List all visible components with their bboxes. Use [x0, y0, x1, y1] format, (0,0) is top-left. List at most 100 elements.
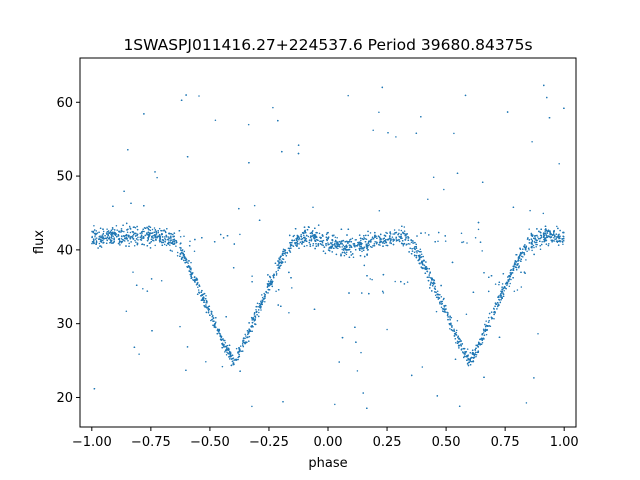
data-point: [121, 241, 124, 243]
data-point: [254, 315, 257, 318]
data-point: [485, 320, 487, 322]
data-point: [355, 239, 357, 241]
data-point: [393, 229, 396, 231]
data-point: [374, 236, 376, 239]
data-point: [525, 402, 528, 404]
data-point: [211, 313, 213, 316]
data-point: [106, 233, 108, 236]
data-point: [371, 236, 374, 238]
data-point: [340, 228, 343, 230]
data-point: [449, 323, 451, 326]
data-point: [242, 339, 245, 341]
data-point: [313, 308, 316, 310]
data-point: [123, 235, 125, 237]
data-point: [182, 254, 185, 256]
data-point: [389, 233, 392, 235]
data-point: [555, 238, 558, 240]
data-point: [523, 245, 525, 248]
data-point: [463, 347, 466, 350]
data-point: [498, 304, 500, 307]
data-point: [371, 246, 373, 249]
data-point: [414, 241, 416, 244]
data-point: [530, 238, 533, 240]
data-point: [520, 260, 522, 263]
data-point: [275, 273, 278, 275]
data-point: [179, 253, 182, 255]
data-point: [561, 237, 563, 240]
data-point: [428, 267, 430, 270]
data-point: [120, 231, 122, 233]
data-point: [375, 235, 377, 237]
data-point: [160, 233, 163, 236]
data-point: [251, 330, 253, 332]
data-point: [245, 335, 247, 337]
data-point: [442, 308, 444, 310]
data-point: [482, 328, 485, 331]
data-point: [376, 237, 378, 239]
data-point: [171, 241, 174, 244]
data-point: [291, 239, 294, 242]
data-point: [306, 234, 308, 237]
data-point: [181, 256, 183, 259]
data-point: [513, 290, 516, 292]
data-point: [547, 229, 550, 232]
data-point: [375, 242, 378, 245]
data-point: [477, 341, 480, 344]
data-point: [132, 238, 135, 240]
data-point: [487, 290, 490, 293]
data-point: [347, 248, 350, 251]
data-point: [187, 260, 190, 262]
data-point: [348, 240, 351, 243]
data-point: [102, 228, 104, 230]
data-point: [241, 342, 244, 345]
data-point: [515, 260, 517, 263]
data-point: [122, 224, 124, 227]
data-point: [316, 231, 318, 234]
data-point: [386, 328, 388, 331]
data-point: [95, 233, 98, 235]
data-point: [126, 231, 129, 233]
data-point: [214, 119, 217, 122]
data-point: [322, 250, 325, 252]
data-point: [220, 336, 223, 339]
data-point: [415, 250, 418, 252]
data-point: [282, 258, 285, 260]
data-point: [128, 245, 130, 247]
data-point: [221, 346, 223, 349]
data-point: [113, 237, 115, 239]
data-point: [367, 248, 369, 251]
data-point: [148, 225, 150, 228]
data-point: [109, 231, 112, 233]
data-point: [322, 235, 324, 237]
data-point: [341, 243, 343, 245]
data-point: [410, 252, 413, 255]
data-point: [164, 240, 166, 243]
data-point: [337, 242, 339, 245]
data-point: [288, 271, 290, 274]
data-point: [545, 234, 547, 236]
data-point: [415, 245, 417, 248]
data-point: [221, 342, 223, 345]
data-point: [360, 351, 362, 354]
data-point: [205, 295, 207, 297]
data-point: [319, 240, 322, 242]
data-point: [136, 233, 139, 235]
data-point: [457, 335, 459, 337]
data-point: [216, 332, 219, 335]
data-point: [499, 301, 502, 304]
data-point: [166, 242, 169, 245]
data-point: [285, 255, 288, 257]
data-point: [470, 356, 473, 359]
data-point: [444, 311, 446, 313]
data-point: [182, 252, 184, 255]
y-tick-label: 50: [56, 170, 73, 185]
data-point: [498, 281, 501, 283]
data-point: [507, 280, 510, 282]
data-point: [283, 252, 285, 254]
data-point: [172, 238, 174, 241]
data-point: [477, 350, 480, 352]
data-point: [389, 231, 391, 233]
data-point: [440, 306, 443, 309]
data-point: [518, 265, 520, 267]
data-point: [519, 247, 521, 250]
